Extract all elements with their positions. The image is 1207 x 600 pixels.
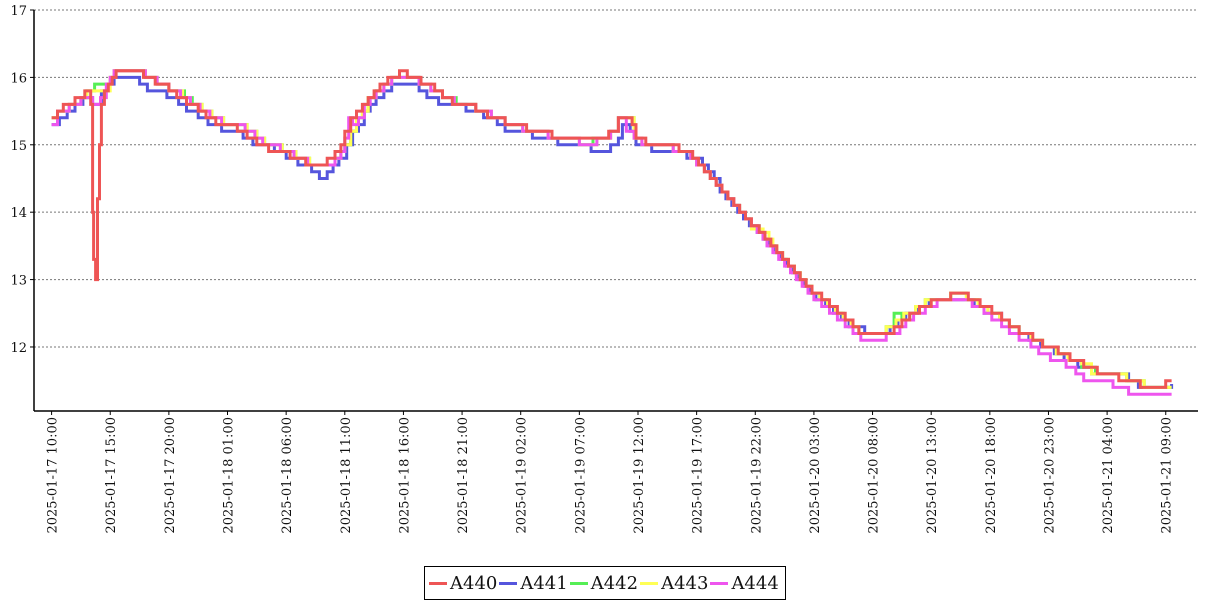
grid-lines [34,9,1198,348]
x-tick-label: 2025-01-18 06:00 [280,417,295,534]
x-tick-label: 2025-01-18 11:00 [339,417,354,534]
series-layer [51,69,1174,396]
legend-swatch [640,581,659,585]
x-tick-label: 2025-01-18 16:00 [397,417,412,534]
series-line-a444 [51,69,1172,396]
x-tick-labels: 2025-01-17 10:00 2025-01-17 15:00 2025-01-… [46,411,1175,534]
legend-label: A443 [661,572,709,594]
y-tick-label: 17 [10,4,27,19]
legend-item-a441: A441 [499,572,568,594]
legend-label: A440 [450,572,498,594]
x-tick-label: 2025-01-20 08:00 [867,417,882,534]
y-tick-label: 15 [10,139,27,154]
legend-item-a442: A442 [569,572,639,594]
y-tick-label: 12 [10,341,27,356]
x-tick-label: 2025-01-20 23:00 [1042,417,1057,534]
x-tick-label: 2025-01-17 10:00 [46,417,61,534]
y-tick-label: 13 [10,274,27,289]
legend-swatch [569,581,588,585]
legend-swatch [499,581,518,585]
y-tick-label: 16 [10,71,27,86]
x-tick-label: 2025-01-20 18:00 [984,417,999,534]
x-tick-label: 2025-01-21 04:00 [1101,417,1116,534]
legend-label: A441 [520,572,568,594]
legend-label: A444 [731,572,779,594]
legend-label: A442 [590,572,639,594]
legend-item-a440: A440 [429,573,497,594]
x-tick-label: 2025-01-17 20:00 [163,417,178,534]
x-tick-label: 2025-01-18 01:00 [222,417,237,534]
y-tick-label: 14 [10,206,27,221]
x-tick-label: 2025-01-19 17:00 [691,417,706,534]
series-line-a440 [51,69,1172,389]
x-tick-label: 2025-01-19 07:00 [573,417,588,534]
x-tick-label: 2025-01-17 15:00 [104,417,119,534]
x-tick-label: 2025-01-19 12:00 [632,417,647,534]
x-tick-label: 2025-01-19 22:00 [749,417,764,534]
x-tick-label: 2025-01-20 03:00 [808,417,823,534]
legend: A440 A441 A442 A443 A444 [424,566,786,600]
x-tick-label: 2025-01-20 13:00 [925,417,940,534]
legend-item-a444: A444 [710,572,779,594]
legend-item-a443: A443 [640,573,708,594]
axes [33,10,1198,412]
legend-swatch [710,581,729,585]
y-tick-labels: 12 13 14 15 16 17 [10,4,34,356]
x-tick-label: 2025-01-21 09:00 [1160,417,1175,534]
x-tick-label: 2025-01-18 21:00 [456,417,471,534]
legend-swatch [429,581,447,585]
x-tick-label: 2025-01-19 02:00 [515,417,530,534]
